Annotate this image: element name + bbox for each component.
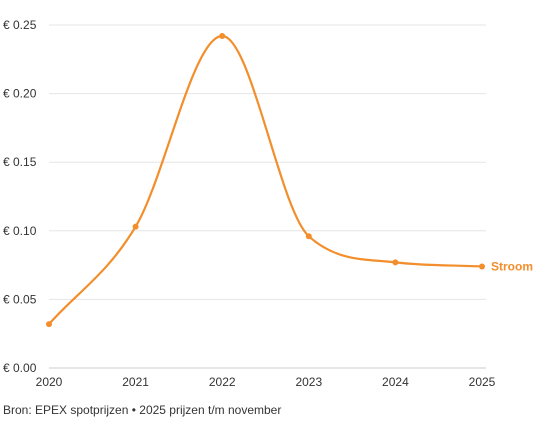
x-tick-label: 2020 — [36, 375, 63, 389]
y-tick-label: € 0.20 — [3, 87, 37, 101]
series-label-stroom: Stroom — [491, 259, 533, 273]
y-tick-label: € 0.25 — [3, 18, 37, 32]
x-tick-label: 2023 — [295, 375, 322, 389]
y-tick-label: € 0.15 — [3, 155, 37, 169]
data-point — [305, 233, 312, 240]
x-tick-label: 2021 — [122, 375, 149, 389]
x-tick-label: 2022 — [209, 375, 236, 389]
data-point — [132, 223, 139, 230]
series-line-stroom — [48, 34, 483, 325]
y-axis-tick-labels: € 0.00 € 0.05 € 0.10 € 0.15 € 0.20 € 0.25 — [3, 18, 37, 375]
y-tick-label: € 0.05 — [3, 292, 37, 306]
data-point — [479, 263, 485, 270]
data-point — [219, 32, 226, 39]
x-tick-label: 2024 — [382, 375, 409, 389]
gridlines — [49, 24, 486, 300]
series-group: Stroom — [46, 32, 533, 328]
y-tick-label: € 0.00 — [3, 361, 37, 375]
data-point — [392, 259, 399, 266]
x-tick-label: 2025 — [469, 375, 496, 389]
source-note: Bron: EPEX spotprijzen • 2025 prijzen t/… — [3, 403, 282, 417]
data-point — [46, 321, 52, 328]
line-chart: € 0.00 € 0.05 € 0.10 € 0.15 € 0.20 € 0.25 202… — [3, 18, 533, 389]
x-axis-tick-labels: 2020 2021 2022 2023 2024 2025 — [36, 375, 496, 389]
y-tick-label: € 0.10 — [3, 224, 37, 238]
